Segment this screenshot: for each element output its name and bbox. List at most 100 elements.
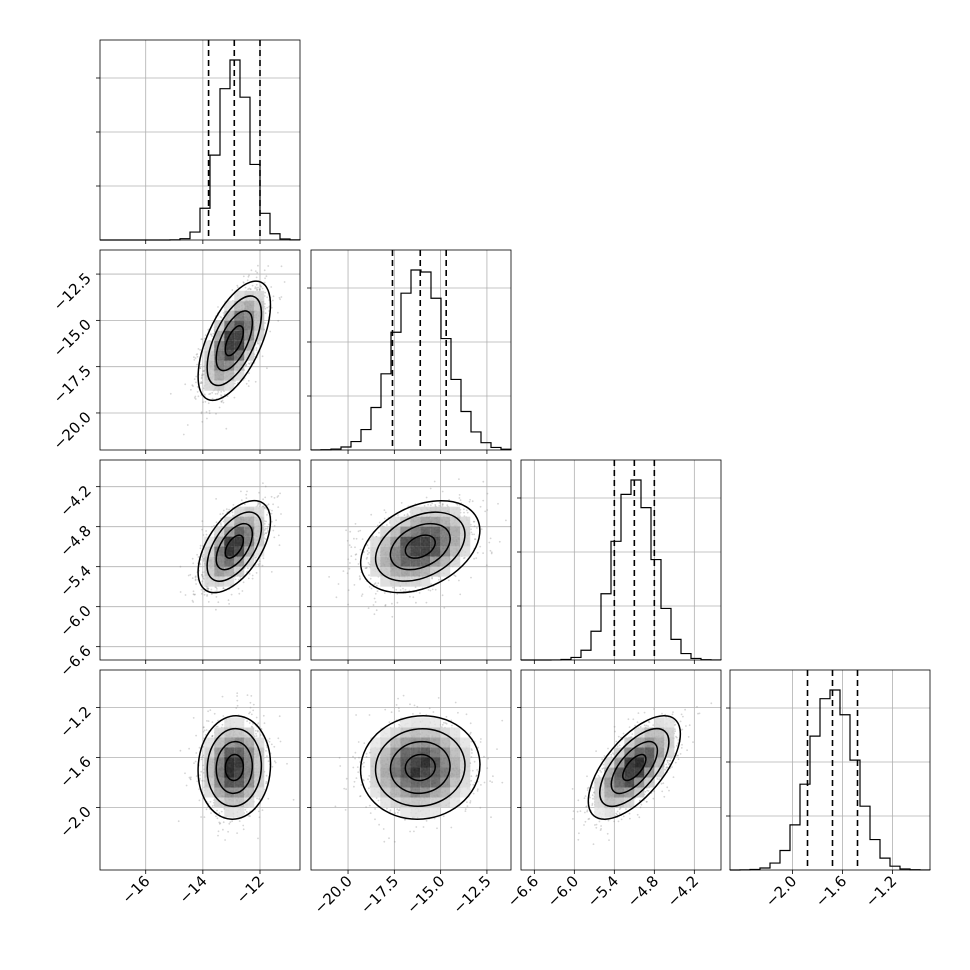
sample-point: [201, 382, 204, 384]
sample-point: [263, 295, 266, 297]
sample-point: [257, 503, 259, 506]
histogram-step: [729, 689, 931, 871]
density-cell: [244, 310, 255, 321]
sample-point: [196, 355, 199, 358]
sample-point: [220, 394, 222, 396]
sample-point: [404, 588, 407, 591]
sample-point: [219, 522, 222, 524]
sample-point: [359, 529, 362, 532]
contour-line: [206, 295, 263, 387]
sample-point: [277, 495, 280, 497]
sample-point: [179, 565, 182, 568]
sample-point: [259, 288, 261, 291]
sample-point: [195, 353, 198, 356]
sample-point: [267, 265, 270, 267]
sample-point: [207, 328, 210, 331]
sample-point: [486, 509, 489, 511]
sample-point: [264, 312, 267, 315]
sample-point: [254, 270, 257, 272]
sample-point: [227, 599, 230, 602]
sample-point: [357, 563, 360, 565]
sample-point: [277, 506, 280, 508]
sample-point: [473, 520, 476, 523]
sample-point: [261, 287, 264, 290]
density-cell: [204, 360, 215, 371]
sample-point: [272, 295, 275, 298]
sample-point: [245, 382, 248, 385]
sample-point: [409, 595, 411, 598]
sample-point: [505, 519, 507, 522]
sample-point: [418, 592, 421, 594]
sample-point: [431, 502, 434, 505]
sample-point: [383, 509, 386, 511]
sample-point: [280, 513, 282, 515]
sample-point: [225, 427, 228, 430]
sample-point: [370, 513, 373, 516]
sample-point: [278, 544, 281, 547]
sample-point: [347, 589, 350, 592]
sample-point: [245, 493, 248, 496]
density-cell: [244, 300, 255, 311]
sample-point: [215, 498, 218, 500]
sample-point: [342, 570, 345, 572]
sample-point: [354, 553, 357, 556]
density-cell: [254, 330, 265, 341]
sample-point: [245, 363, 248, 366]
sample-point: [348, 544, 351, 547]
sample-point: [193, 356, 195, 359]
sample-point: [233, 382, 236, 385]
sample-point: [201, 573, 204, 576]
sample-point: [366, 553, 369, 556]
sample-point: [222, 312, 225, 314]
sample-point: [270, 512, 273, 515]
sample-point: [355, 537, 358, 540]
sample-point: [193, 378, 196, 380]
sample-point: [215, 521, 218, 524]
sample-point: [249, 288, 252, 291]
sample-point: [199, 349, 202, 351]
sample-point: [179, 591, 182, 593]
sample-point: [266, 526, 269, 528]
density-cell: [224, 370, 235, 381]
sample-point: [476, 551, 479, 554]
sample-point: [348, 567, 351, 570]
sample-point: [431, 577, 433, 580]
sample-point: [266, 367, 268, 370]
sample-point: [328, 576, 330, 578]
sample-point: [277, 534, 280, 537]
sample-point: [498, 540, 501, 543]
density-cell: [204, 556, 215, 567]
sample-point: [441, 504, 444, 507]
sample-point: [240, 499, 243, 502]
density-cell: [234, 370, 245, 381]
sample-point: [392, 586, 394, 589]
sample-point: [200, 376, 203, 379]
sample-point: [234, 578, 237, 581]
sample-point: [346, 539, 349, 542]
sample-point: [215, 412, 217, 415]
sample-point: [246, 490, 248, 493]
sample-point: [480, 528, 483, 531]
sample-point: [208, 412, 211, 415]
sample-point: [201, 575, 204, 578]
sample-point: [251, 577, 254, 580]
sample-point: [441, 594, 444, 597]
sample-point: [471, 500, 474, 503]
sample-point: [242, 281, 245, 283]
sample-point: [199, 544, 202, 547]
sample-point: [247, 288, 250, 291]
sample-point: [206, 595, 208, 597]
sample-point: [263, 281, 266, 284]
sample-point: [255, 347, 258, 349]
sample-point: [279, 492, 281, 495]
sample-point: [349, 530, 352, 533]
sample-point: [264, 303, 266, 305]
sample-point: [335, 596, 338, 599]
sample-point: [204, 334, 207, 336]
sample-point: [222, 512, 224, 515]
sample-point: [195, 375, 198, 378]
density-cell: [254, 300, 265, 311]
sample-point: [236, 284, 239, 287]
sample-point: [215, 586, 218, 589]
sample-point: [458, 579, 460, 582]
